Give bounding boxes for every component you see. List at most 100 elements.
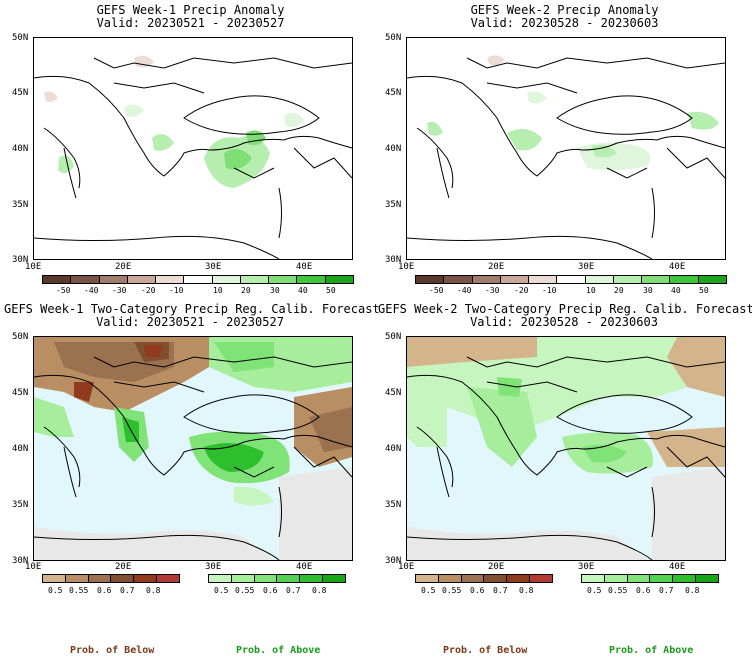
- cb3b-seg-1: [65, 575, 89, 582]
- cb4a-tick: 0.5: [587, 586, 602, 595]
- cb2-tick: 30: [643, 286, 653, 295]
- cb2-tick: 20: [614, 286, 624, 295]
- panel4-lat-50: 50N: [385, 332, 402, 342]
- cb2-seg-10: [698, 276, 726, 283]
- cb1-seg-10: [325, 276, 353, 283]
- panel3-title: GEFS Week-1 Two-Category Precip Reg. Cal…: [4, 302, 380, 329]
- cb3b-seg-2: [88, 575, 112, 582]
- panel3-prob-below-label: Prob. of Below: [70, 645, 155, 656]
- panel1-lat-40: 40N: [12, 144, 29, 154]
- panel4-map: [406, 336, 726, 561]
- cb3b-seg-0: [43, 575, 66, 582]
- panel3-lon-40: 40E: [296, 562, 313, 572]
- cb4a-tick: 0.7: [659, 586, 674, 595]
- panel2-anomaly-colorbar: [415, 275, 727, 284]
- cb4b-tick: 0.6: [470, 586, 485, 595]
- panel2-lon-10: 10E: [398, 262, 415, 272]
- panel4-lon-10: 10E: [398, 562, 415, 572]
- cb1-seg-5: [184, 276, 213, 283]
- cb1-tick: 20: [241, 286, 251, 295]
- panel2-lon-40: 40E: [669, 262, 686, 272]
- cb4b-seg-1: [438, 575, 462, 582]
- cb2-seg-3: [500, 276, 530, 283]
- panel2-lat-45: 45N: [385, 88, 402, 98]
- cb2-seg-0: [416, 276, 445, 283]
- cb1-seg-2: [99, 276, 128, 283]
- panel4-lon-40: 40E: [669, 562, 686, 572]
- cb3a-tick: 0.8: [312, 586, 327, 595]
- cb4b-seg-3: [484, 575, 508, 582]
- cb4b-tick: 0.55: [442, 586, 462, 595]
- cb2-seg-6: [585, 276, 614, 283]
- panel2-lat-40: 40N: [385, 144, 402, 154]
- cb2-seg-7: [613, 276, 643, 283]
- cb4a-tick: 0.8: [685, 586, 700, 595]
- cb4a-tick: 0.6: [636, 586, 651, 595]
- panel4-lon-30: 30E: [578, 562, 595, 572]
- panel2-lon-30: 30E: [578, 262, 595, 272]
- cb2-seg-4: [529, 276, 558, 283]
- cb4b-tick: 0.5: [421, 586, 436, 595]
- cb2-seg-8: [642, 276, 671, 283]
- cb1-tick: -10: [169, 286, 184, 295]
- panel1-lon-20: 20E: [115, 262, 132, 272]
- panel4-lat-30: 30N: [385, 556, 402, 566]
- cb3b-tick: 0.6: [97, 586, 112, 595]
- panel2-lon-20: 20E: [488, 262, 505, 272]
- panel4-prob-below-label: Prob. of Below: [443, 645, 528, 656]
- panel1-title-line2: Valid: 20230521 - 20230527: [96, 16, 285, 30]
- panel1-lat-30: 30N: [12, 255, 29, 265]
- panel1-title-line1: GEFS Week-1 Precip Anomaly: [96, 3, 285, 17]
- panel4-lon-20: 20E: [488, 562, 505, 572]
- cb4b-tick: 0.8: [519, 586, 534, 595]
- cb1-seg-7: [240, 276, 270, 283]
- panel3-title-line1: GEFS Week-1 Two-Category Precip Reg. Cal…: [4, 302, 380, 316]
- cb4a-tick: 0.55: [608, 586, 628, 595]
- cb1-tick: 40: [298, 286, 308, 295]
- cb1-tick: -30: [112, 286, 127, 295]
- cb1-seg-6: [212, 276, 241, 283]
- cb1-seg-4: [156, 276, 185, 283]
- cb3a-tick: 0.5: [214, 586, 229, 595]
- panel1-lat-35: 35N: [12, 200, 29, 210]
- panel3-prob-above-label: Prob. of Above: [236, 645, 321, 656]
- panel4-prob-above-label: Prob. of Above: [609, 645, 694, 656]
- cb4a-seg-2: [627, 575, 651, 582]
- panel3-lat-35: 35N: [12, 500, 29, 510]
- cb1-tick: -40: [84, 286, 99, 295]
- cb3b-tick: 0.5: [48, 586, 63, 595]
- cb4b-seg-5: [530, 575, 552, 582]
- panel2-lat-50: 50N: [385, 33, 402, 43]
- panel3-map: [33, 336, 353, 561]
- cb2-tick: 40: [671, 286, 681, 295]
- cb3a-tick: 0.6: [263, 586, 278, 595]
- cb2-seg-9: [670, 276, 699, 283]
- panel2-lat-35: 35N: [385, 200, 402, 210]
- cb4b-seg-2: [461, 575, 485, 582]
- panel1-lat-50: 50N: [12, 33, 29, 43]
- panel3-lon-20: 20E: [115, 562, 132, 572]
- panel3-title-line2: Valid: 20230521 - 20230527: [96, 315, 284, 329]
- cb4a-seg-4: [673, 575, 697, 582]
- cb3a-seg-5: [323, 575, 345, 582]
- cb1-seg-9: [297, 276, 326, 283]
- cb1-seg-3: [127, 276, 157, 283]
- cb3a-seg-0: [209, 575, 232, 582]
- cb3b-tick: 0.55: [69, 586, 89, 595]
- cb1-seg-8: [269, 276, 298, 283]
- panel3-below-colorbar: [42, 574, 180, 583]
- panel2-title: GEFS Week-2 Precip Anomaly Valid: 202305…: [392, 4, 737, 30]
- cb3b-tick: 0.7: [120, 586, 135, 595]
- cb2-seg-5: [557, 276, 586, 283]
- panel3-lat-45: 45N: [12, 388, 29, 398]
- cb3b-seg-5: [157, 575, 179, 582]
- panel3-lon-30: 30E: [205, 562, 222, 572]
- panel4-lat-45: 45N: [385, 388, 402, 398]
- cb4b-seg-4: [507, 575, 531, 582]
- cb3a-seg-2: [254, 575, 278, 582]
- cb4a-seg-5: [696, 575, 718, 582]
- cb1-seg-0: [43, 276, 72, 283]
- panel4-title-line2: Valid: 20230528 - 20230603: [470, 315, 658, 329]
- cb2-seg-1: [444, 276, 473, 283]
- cb3b-tick: 0.8: [146, 586, 161, 595]
